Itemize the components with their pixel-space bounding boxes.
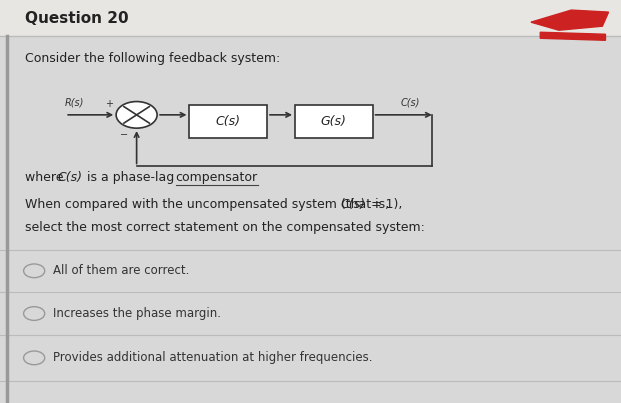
Text: Provides additional attenuation at higher frequencies.: Provides additional attenuation at highe… [53, 351, 372, 364]
FancyBboxPatch shape [0, 0, 621, 36]
Text: C(s): C(s) [401, 98, 420, 108]
Text: Increases the phase margin.: Increases the phase margin. [53, 307, 221, 320]
Text: = 1),: = 1), [367, 198, 402, 211]
Text: When compared with the uncompensated system (that is,: When compared with the uncompensated sys… [25, 198, 393, 211]
Text: +: + [105, 99, 113, 109]
Text: R(s): R(s) [65, 98, 84, 108]
Text: −: − [120, 130, 129, 140]
Text: C(s): C(s) [340, 198, 365, 211]
Text: All of them are correct.: All of them are correct. [53, 264, 189, 277]
Circle shape [116, 102, 157, 128]
Polygon shape [540, 32, 605, 40]
Polygon shape [531, 10, 609, 30]
Text: is a phase-lag: is a phase-lag [83, 171, 178, 184]
FancyBboxPatch shape [295, 105, 373, 138]
Text: select the most correct statement on the compensated system:: select the most correct statement on the… [25, 221, 425, 234]
Text: where: where [25, 171, 67, 184]
Text: Consider the following feedback system:: Consider the following feedback system: [25, 52, 280, 65]
Text: C(s): C(s) [215, 115, 241, 128]
FancyBboxPatch shape [189, 105, 267, 138]
Text: Question 20: Question 20 [25, 10, 129, 26]
Text: C(s): C(s) [58, 171, 83, 184]
Text: compensator: compensator [176, 171, 258, 184]
Text: G(s): G(s) [321, 115, 347, 128]
